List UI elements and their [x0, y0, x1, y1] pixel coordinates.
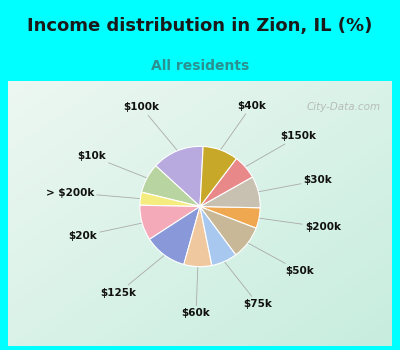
- Text: $125k: $125k: [101, 256, 164, 298]
- Text: $150k: $150k: [246, 131, 316, 166]
- Text: $20k: $20k: [68, 223, 141, 241]
- Text: $30k: $30k: [259, 175, 332, 192]
- Wedge shape: [142, 166, 200, 206]
- Wedge shape: [200, 146, 236, 206]
- Wedge shape: [200, 206, 260, 228]
- Text: $40k: $40k: [221, 101, 266, 149]
- Wedge shape: [200, 159, 252, 206]
- Text: City-Data.com: City-Data.com: [306, 102, 380, 112]
- Wedge shape: [150, 206, 200, 265]
- Wedge shape: [184, 206, 212, 267]
- Text: Income distribution in Zion, IL (%): Income distribution in Zion, IL (%): [27, 17, 373, 35]
- Text: All residents: All residents: [151, 59, 249, 73]
- Wedge shape: [200, 206, 236, 265]
- Text: $10k: $10k: [77, 151, 146, 178]
- Text: $50k: $50k: [248, 243, 314, 276]
- Text: $100k: $100k: [124, 103, 177, 150]
- Wedge shape: [156, 146, 203, 206]
- Wedge shape: [200, 177, 260, 208]
- Text: $60k: $60k: [182, 267, 210, 318]
- Text: > $200k: > $200k: [46, 188, 140, 198]
- Text: $200k: $200k: [260, 218, 341, 232]
- Text: $75k: $75k: [225, 262, 272, 309]
- Wedge shape: [200, 206, 256, 255]
- Wedge shape: [140, 205, 200, 239]
- Wedge shape: [140, 192, 200, 206]
